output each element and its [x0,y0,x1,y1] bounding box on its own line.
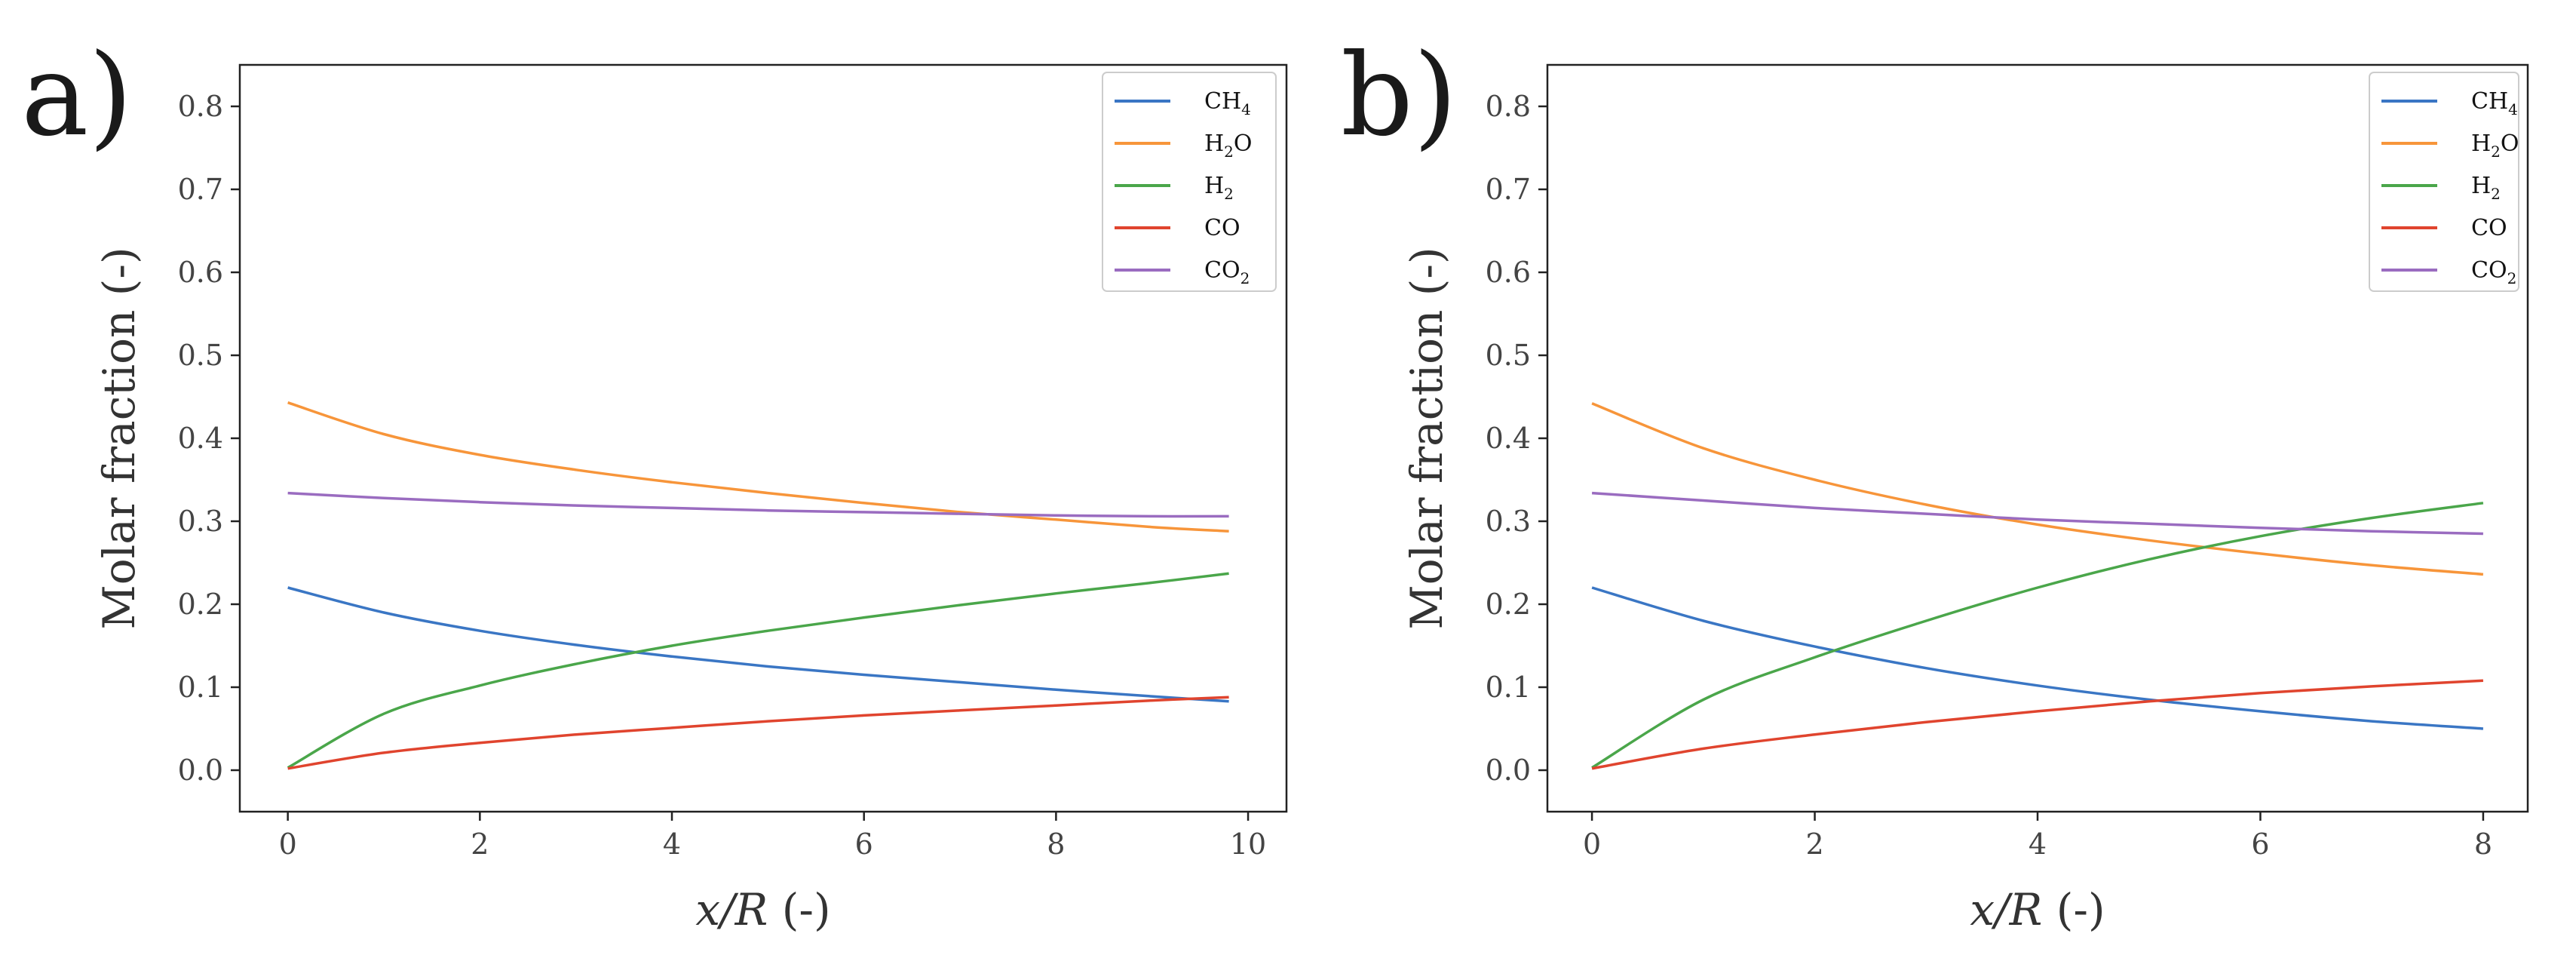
x-tick-label: 8 [1047,828,1065,861]
x-tick-label: 6 [2251,828,2269,861]
series-line-co [287,696,1229,770]
y-tick-label: 0.8 [178,90,223,123]
legend-label-subscript: 2 [1240,269,1250,287]
y-tick-label: 0.5 [1486,339,1531,372]
y-tick-label: 0.2 [1486,588,1531,621]
x-tick-label: 4 [663,828,681,861]
x-axis-unit: (-) [2042,884,2105,935]
legend-label-main: H [1204,173,1224,199]
x-axis-unit: (-) [768,884,830,935]
legend-label-subscript: 2 [2491,143,2501,161]
x-tick-label: 0 [279,828,297,861]
x-tick-label: 8 [2474,828,2492,861]
y-tick-label: 0.7 [178,173,223,206]
series-line-co2 [1591,491,2483,536]
legend-label-main: H [1204,131,1224,157]
series-line-ch4 [287,586,1229,703]
x-tick-label: 6 [855,828,873,861]
legend-label-ch4: CH4 [1204,88,1251,118]
y-axis-title: Molar fraction (-) [94,247,145,629]
legend-label-subscript: 2 [1224,143,1234,161]
legend-label-main: CO [1204,257,1240,284]
y-tick-label: 0.1 [178,671,223,704]
x-tick-label: 2 [1805,828,1823,861]
series-line-h2 [1591,502,2484,769]
y-tick-label: 0.6 [1486,256,1531,289]
y-tick-label: 0.3 [1486,505,1531,538]
legend-box [2369,72,2519,292]
y-tick-label: 0.6 [178,256,223,289]
series-line-co [1591,679,2484,770]
x-axis-variable: x/R [695,884,768,935]
x-tick-label: 0 [1583,828,1601,861]
x-tick-label: 10 [1230,828,1266,861]
x-axis-title: x/R (-) [695,884,830,935]
x-tick-label: 4 [2029,828,2047,861]
y-tick-label: 0.7 [1486,173,1531,206]
legend-label-h2o: H2O [2471,131,2519,161]
legend-label-tail: O [1234,131,1253,157]
legend-label-main: CO [2471,257,2507,284]
y-tick-label: 0.2 [178,588,223,621]
y-tick-label: 0.0 [178,754,223,787]
y-tick-label: 0.4 [1486,422,1531,455]
series-line-co2 [287,491,1229,518]
legend-box [1102,72,1277,292]
legend-label-subscript: 2 [2507,269,2517,287]
y-tick-label: 0.3 [178,505,223,538]
series-line-ch4 [1591,586,2484,730]
y-tick-label: 0.1 [1486,671,1531,704]
legend-label-h2: H2 [2471,173,2501,203]
y-tick-label: 0.8 [1486,90,1531,123]
legend-label-co: CO [1204,215,1240,241]
chart-panel-a: a) 0.0 0.1 0.2 0.3 0.4 0.5 0.6 0.7 0.8 0 2 4 6 8 10 x/R … [21,30,1288,935]
y-tick-label: 0.5 [178,339,223,372]
legend-label-subscript: 4 [2508,100,2518,118]
legend-label-main: CH [1204,88,1241,115]
legend-label-main: H [2471,173,2491,199]
legend-label-tail: O [2501,131,2519,157]
legend-label-co2: CO2 [1204,257,1250,287]
x-axis-title: x/R (-) [1970,884,2105,935]
x-tick-label: 2 [471,828,489,861]
y-axis-title: Molar fraction (-) [1401,247,1452,629]
series-line-h2 [287,572,1229,769]
legend-label-co: CO [2471,215,2507,241]
legend-label-h2: H2 [1204,173,1234,203]
x-axis-variable: x/R [1970,884,2042,935]
chart-panel-b: b) 0.0 0.1 0.2 0.3 0.4 0.5 0.6 0.7 0.8 0 2 4 6 8 x/R (-… [1341,30,2529,935]
legend-label-main: CH [2471,88,2508,115]
legend-label-subscript: 2 [2491,185,2501,203]
legend-label-main: CO [2471,215,2507,241]
y-tick-label: 0.0 [1486,754,1531,787]
legend-label-h2o: H2O [1204,131,1253,161]
legend-label-main: H [2471,131,2491,157]
y-tick-label: 0.4 [178,422,223,455]
legend-label-main: CO [1204,215,1240,241]
panel-label: a) [21,30,133,161]
legend-label-subscript: 4 [1241,100,1251,118]
series-line-h2o [287,401,1229,533]
panel-label: b) [1341,30,1458,161]
legend-label-co2: CO2 [2471,257,2516,287]
legend-label-subscript: 2 [1224,185,1234,203]
legend-label-ch4: CH4 [2471,88,2518,118]
series-line-h2o [1591,402,2484,576]
